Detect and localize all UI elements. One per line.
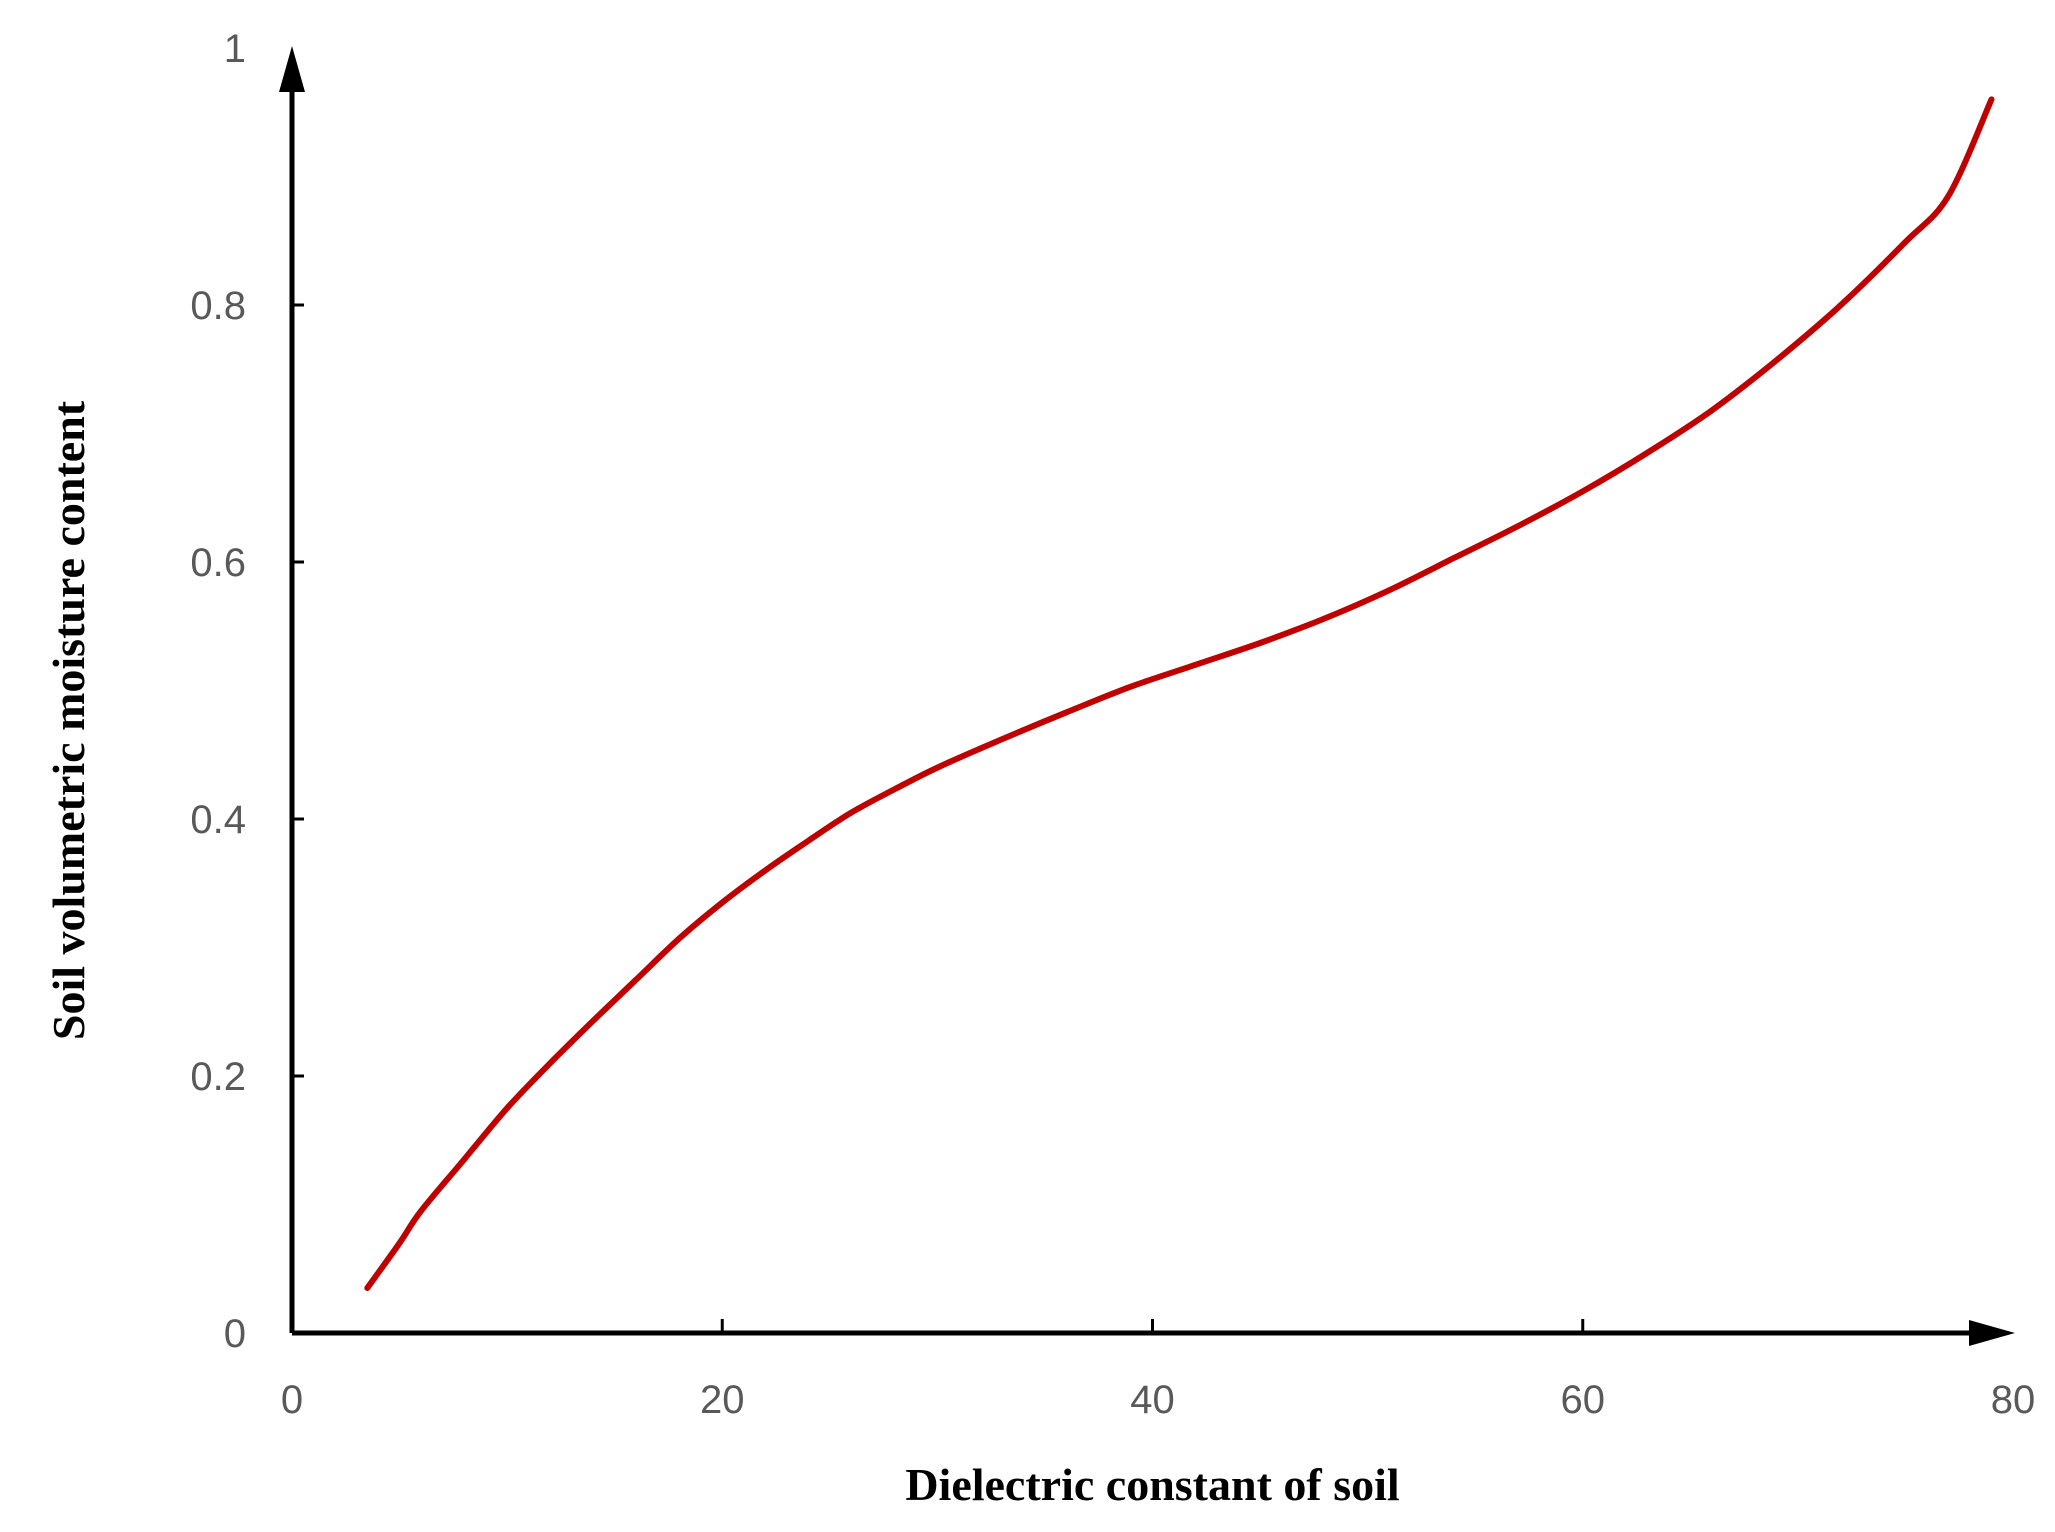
y-tick-label: 0 [224, 1312, 246, 1356]
x-tick-label: 80 [1991, 1378, 2036, 1422]
y-axis-arrow [279, 46, 305, 92]
x-axis-arrow [1969, 1320, 2015, 1346]
y-tick-label: 0.8 [190, 284, 246, 328]
y-axis-title: Soil volumetric moisture content [43, 400, 94, 1040]
axes [279, 46, 2015, 1346]
x-tick-label: 0 [281, 1378, 303, 1422]
x-tick-label: 40 [1130, 1378, 1175, 1422]
series-line [364, 96, 1995, 1291]
y-tick-label: 1 [224, 27, 246, 71]
series-layer [364, 96, 1995, 1291]
y-tick-label: 0.2 [190, 1055, 246, 1099]
ticks: 0 20 40 60 80 0 0.2 0.4 0.6 0.8 1 [190, 27, 2035, 1422]
y-tick-label: 0.6 [190, 541, 246, 585]
x-axis-title: Dielectric constant of soil [905, 1459, 1399, 1510]
x-tick-label: 20 [700, 1378, 745, 1422]
x-tick-label: 60 [1561, 1378, 1606, 1422]
y-tick-label: 0.4 [190, 798, 246, 842]
